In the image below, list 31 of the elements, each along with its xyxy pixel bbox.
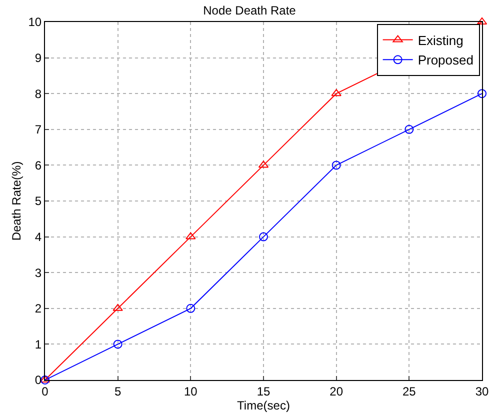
point bbox=[112, 304, 123, 311]
point bbox=[332, 160, 341, 170]
x-tick-label: 15 bbox=[256, 384, 270, 398]
x-axis-title: Time(sec) bbox=[237, 398, 290, 412]
y-tick-label: 3 bbox=[34, 266, 42, 280]
x-tick-label: 10 bbox=[184, 384, 198, 398]
y-tick-label: 0 bbox=[34, 373, 42, 388]
y-tick-label: 6 bbox=[34, 158, 42, 172]
legend-label: Existing bbox=[418, 32, 464, 48]
point bbox=[186, 304, 196, 313]
x-tick-label: 30 bbox=[475, 384, 489, 398]
y-tick-label: 7 bbox=[34, 122, 42, 137]
y-tick-label: 8 bbox=[34, 86, 42, 101]
y-tick-label: 1 bbox=[34, 337, 42, 352]
point bbox=[113, 340, 122, 349]
point bbox=[186, 232, 196, 240]
x-tick-label: 5 bbox=[114, 384, 122, 398]
chart-title: Node Death Rate bbox=[203, 4, 296, 18]
point bbox=[331, 89, 342, 96]
y-tick-label: 4 bbox=[34, 230, 42, 244]
y-tick-label: 10 bbox=[28, 15, 42, 30]
x-tick-label: 20 bbox=[330, 384, 344, 398]
y-tick-label: 5 bbox=[34, 194, 42, 208]
point bbox=[259, 232, 268, 242]
y-tick-label: 9 bbox=[34, 51, 42, 65]
legend-label: Proposed bbox=[418, 52, 474, 68]
point bbox=[478, 89, 486, 98]
x-tick-label: 25 bbox=[402, 384, 416, 398]
y-tick-label: 2 bbox=[34, 302, 42, 316]
y-axis-title: Death Rate(%) bbox=[10, 161, 24, 241]
point bbox=[404, 124, 414, 134]
